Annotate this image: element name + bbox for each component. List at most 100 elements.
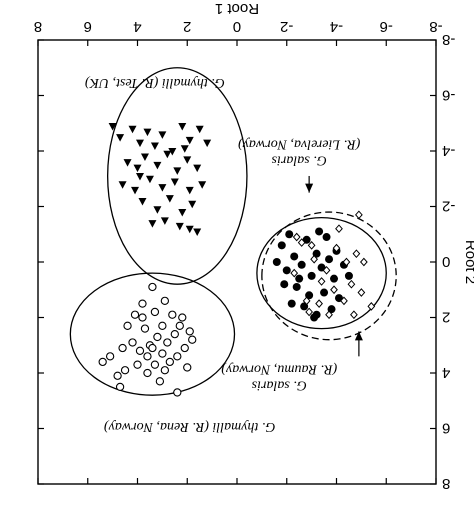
filled-triangle-point [178,123,187,131]
filled-triangle-point [153,206,162,214]
y-tick-label: -2 [442,198,455,215]
open-circle-point [173,352,182,361]
annotation-line: G. thymalli (R. Test, UK) [85,75,225,90]
open-diamond-point [355,210,363,220]
filled-triangle-point [116,134,125,142]
open-circle-point [188,335,197,344]
annotation-arrow-head [305,183,314,193]
filled-circle-point [272,258,281,266]
ticks-layer: -8 -6 -4 -2 0 2 4 6 8 -8 -6 -4 -2 0 2 4 6 8 [34,18,456,492]
dashed-ellipse [261,211,397,341]
open-diamond-point [290,268,299,278]
annotation-line: G. salaris [251,377,307,392]
open-diamond-point [322,265,331,275]
y-tick-label: 2 [442,309,450,326]
open-circle-point [118,343,127,353]
annotation-line: G. thymalli (R. Rena, Norway) [104,419,276,434]
open-diamond-point [352,249,361,259]
filled-circle-point [280,280,289,289]
filled-triangle-point [178,209,187,217]
rotated-plot-group: -8 -6 -4 -2 0 2 4 6 8 -8 -6 -4 -2 0 2 4 6 8 G. thymalli (… [34,0,474,492]
open-circle-point [135,346,145,355]
filled-triangle-point [123,159,132,167]
open-circle-point [155,377,165,386]
y-tick-label: 6 [442,420,450,437]
open-diamond-point [332,243,341,253]
open-circle-point [143,368,152,378]
x-axis-title: Root 1 [215,0,259,17]
open-circle-point [160,296,170,306]
filled-triangle-point [180,145,189,153]
x-tick-label: -8 [429,18,442,35]
open-circle-point [115,382,125,392]
annotation-line: G. salaris [271,153,327,168]
filled-triangle-point [128,125,137,134]
annotation-label: G. thymalli (R. Test, UK) [85,75,225,90]
filled-circle-point [292,282,301,291]
annotation-line: (R. Raumu, Norway) [221,361,337,376]
filled-circle-point [325,255,334,264]
open-diamond-point [292,232,301,242]
open-diamond-point [350,310,358,320]
filled-triangle-point [193,228,202,236]
filled-triangle-point [158,184,167,192]
solid-ellipse [69,272,236,396]
open-circle-point [163,338,172,347]
open-diamond-point [315,299,323,308]
open-circle-point [120,366,130,375]
filled-triangle-point [148,220,157,228]
filled-triangle-point [183,156,192,164]
filled-triangle-point [170,178,179,187]
y-tick-label: 0 [442,253,450,270]
filled-circle-point [285,230,294,239]
filled-triangle-point [163,150,172,159]
open-circle-point [175,321,184,330]
filled-triangle-point [158,131,167,139]
open-circle-point [148,343,157,353]
filled-triangle-point [195,125,204,134]
annotations-layer: G. thymalli (R. Test, UK)G. salaris(R. L… [85,75,363,434]
filled-circle-point [315,227,324,236]
filled-triangle-point [140,153,149,162]
filled-circle-point [344,271,353,280]
open-circle-point [123,321,132,330]
open-circle-point [143,352,152,361]
open-circle-point [138,313,147,322]
open-circle-point [168,310,177,319]
open-circle-point [105,352,115,361]
open-circle-point [178,313,187,322]
open-diamond-point [335,224,343,234]
y-axis-title: Root 2 [462,240,474,284]
open-circle-point [128,338,137,347]
x-tick-label: 0 [233,18,241,35]
filled-circle-point [277,241,286,250]
filled-triangle-point [185,186,194,195]
filled-triangle-point [143,128,152,137]
filled-triangle-point [173,167,182,175]
open-circle-point [130,310,140,319]
filled-circle-point [320,288,329,297]
filled-triangle-point [198,181,207,189]
annotation-arrow-head [354,331,363,341]
filled-triangle-point [108,123,117,131]
filled-circle-point [310,313,319,322]
open-circle-point [153,332,162,342]
annotation-line: (R. Lierelva, Norway) [238,137,361,152]
filled-circle-point [290,252,299,261]
filled-triangle-point [203,139,212,148]
filled-triangle-point [160,217,169,225]
filled-triangle-point [131,186,140,195]
x-tick-label: 4 [133,18,141,35]
open-circle-point [98,357,107,367]
open-diamond-point [340,296,348,306]
x-tick-label: -2 [280,18,293,35]
filled-triangle-point [135,139,144,148]
y-tick-label: 4 [442,364,450,381]
filled-triangle-point [153,161,162,170]
open-circle-point [183,363,192,372]
open-circle-point [185,327,194,336]
filled-circle-point [330,274,339,283]
filled-triangle-point [135,172,144,181]
y-tick-label: -4 [442,142,455,159]
